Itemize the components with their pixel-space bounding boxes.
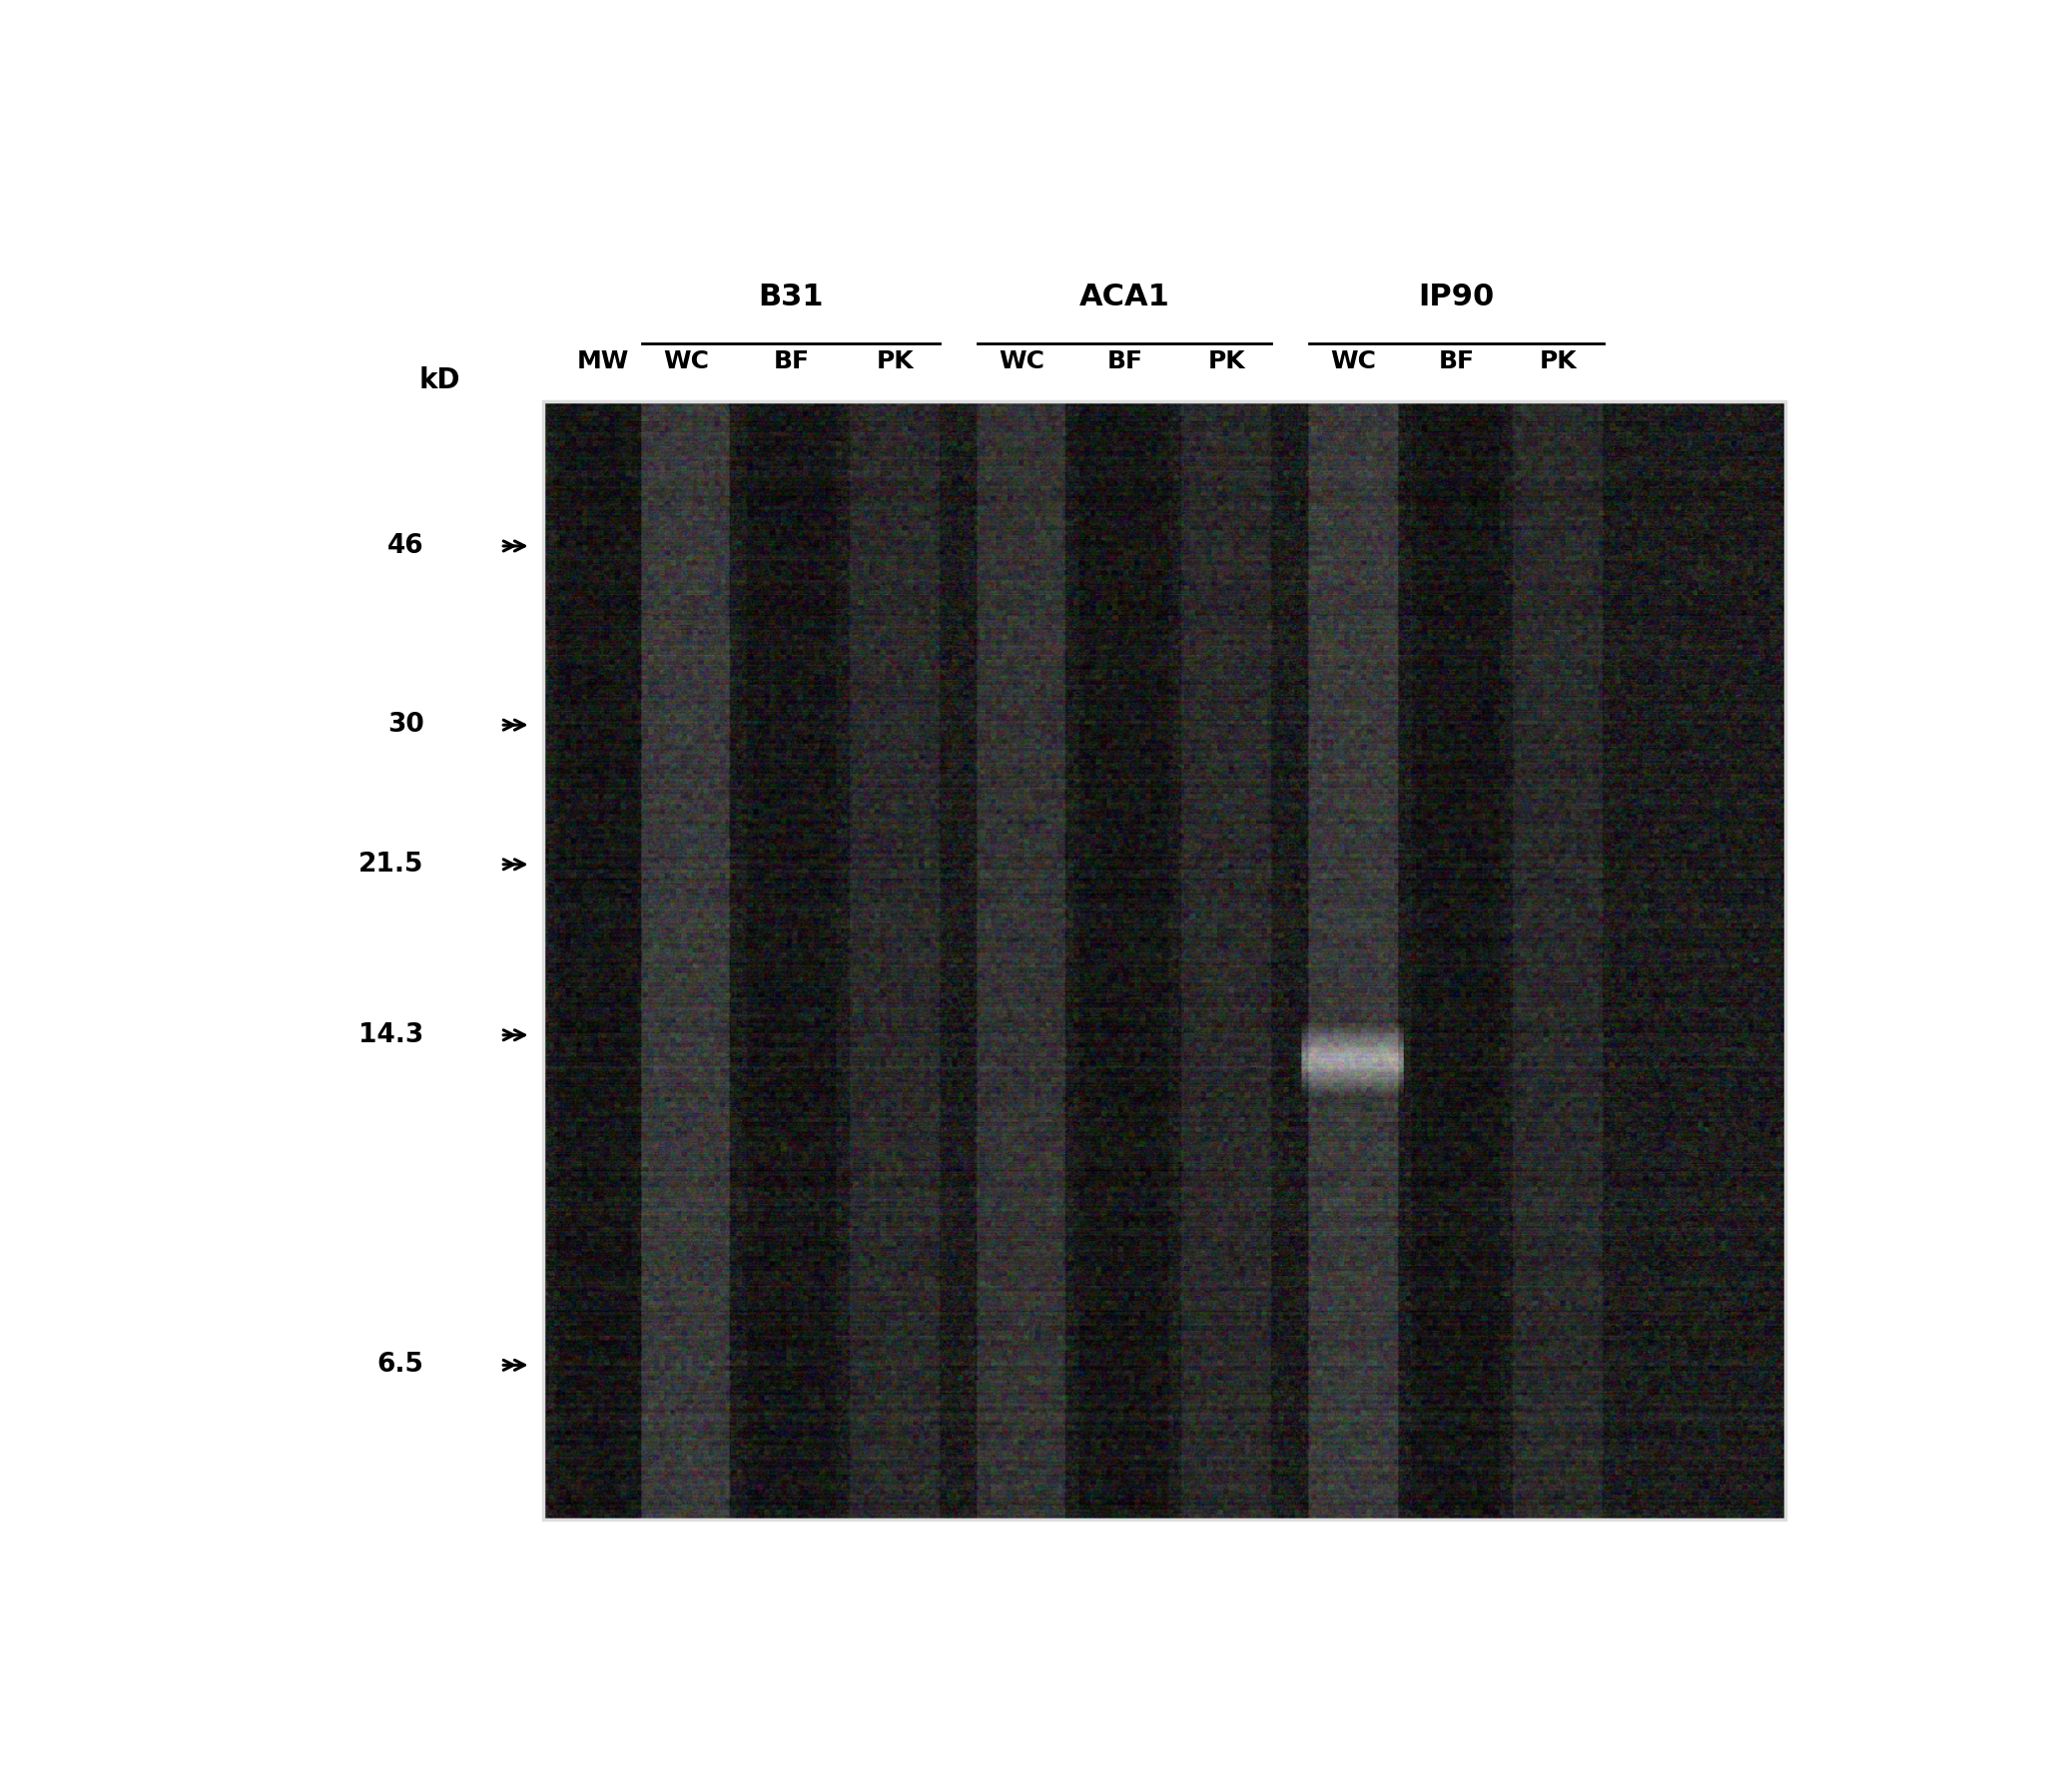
Text: MW: MW xyxy=(577,349,629,375)
Text: IP90: IP90 xyxy=(1418,283,1494,312)
Text: 46: 46 xyxy=(388,532,423,559)
Text: 30: 30 xyxy=(388,711,423,738)
Text: PK: PK xyxy=(1539,349,1578,375)
Bar xyxy=(543,401,1786,1520)
Text: 21.5: 21.5 xyxy=(360,851,423,878)
Text: BF: BF xyxy=(775,349,810,375)
Text: WC: WC xyxy=(1330,349,1377,375)
Text: BF: BF xyxy=(1108,349,1143,375)
Text: ACA1: ACA1 xyxy=(1079,283,1169,312)
Text: BF: BF xyxy=(1438,349,1475,375)
Text: PK: PK xyxy=(1208,349,1245,375)
Text: kD: kD xyxy=(419,367,460,394)
Text: B31: B31 xyxy=(758,283,824,312)
Text: 14.3: 14.3 xyxy=(360,1021,423,1048)
Text: PK: PK xyxy=(875,349,914,375)
Text: WC: WC xyxy=(664,349,709,375)
Text: 6.5: 6.5 xyxy=(378,1353,423,1378)
Text: WC: WC xyxy=(999,349,1044,375)
